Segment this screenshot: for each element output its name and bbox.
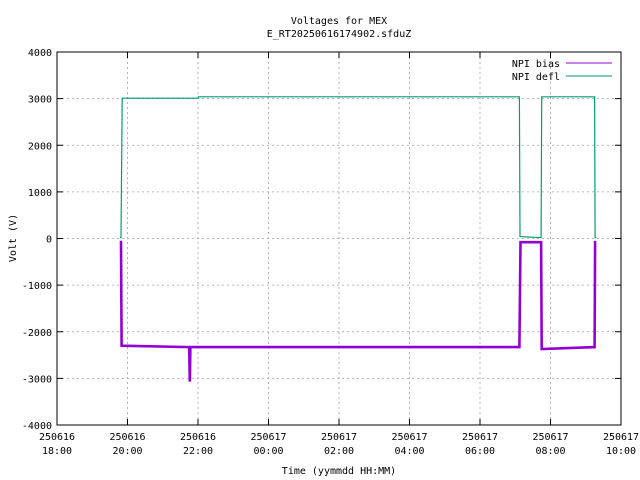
y-tick-label: -4000 xyxy=(22,421,52,432)
y-tick-label: -3000 xyxy=(22,374,52,385)
y-tick-label: 3000 xyxy=(28,95,52,106)
y-tick-label: 0 xyxy=(46,235,52,246)
y-tick-label: -2000 xyxy=(22,328,52,339)
series-line-npi-bias xyxy=(119,240,597,382)
series-lines xyxy=(119,96,597,382)
legend-label-npi-bias: NPI bias xyxy=(512,59,560,70)
x-axis-label: Time (yymmdd HH:MM) xyxy=(282,466,396,477)
legend: NPI bias NPI defl xyxy=(512,59,612,83)
y-axis-label: Volt (V) xyxy=(8,214,19,262)
x-tick-label-time: 22:00 xyxy=(183,446,213,457)
chart-subtitle: E_RT20250616174902.sfduZ xyxy=(267,29,412,40)
x-tick-label-time: 06:00 xyxy=(465,446,495,457)
chart-title: Voltages for MEX xyxy=(291,16,387,27)
y-tick-label: 1000 xyxy=(28,188,52,199)
x-tick-label-date: 250617 xyxy=(321,432,357,443)
x-tick-label-time: 04:00 xyxy=(394,446,424,457)
series-line-npi-defl xyxy=(119,96,597,239)
x-tick-label-date: 250617 xyxy=(391,432,427,443)
legend-label-npi-defl: NPI defl xyxy=(512,72,560,83)
x-tick-label-time: 02:00 xyxy=(324,446,354,457)
x-tick-label-date: 250617 xyxy=(603,432,639,443)
grid xyxy=(57,52,621,425)
x-tick-label-time: 20:00 xyxy=(112,446,142,457)
x-tick-label-time: 08:00 xyxy=(535,446,565,457)
x-tick-label-date: 250617 xyxy=(250,432,286,443)
x-axis-ticks: 250616 18:00 250616 20:00 250616 22:00 250617 0… xyxy=(39,52,639,457)
x-tick-label-time: 10:00 xyxy=(606,446,636,457)
y-tick-label: -1000 xyxy=(22,281,52,292)
x-tick-label-time: 18:00 xyxy=(42,446,72,457)
x-tick-label-date: 250617 xyxy=(532,432,568,443)
x-tick-label-date: 250616 xyxy=(39,432,75,443)
plot-border xyxy=(56,51,622,426)
y-axis-ticks: -4000 -3000 -2000 -1000 0 1000 2000 3000 4000 xyxy=(22,48,621,432)
x-tick-label-date: 250617 xyxy=(462,432,498,443)
x-tick-label-date: 250616 xyxy=(109,432,145,443)
y-tick-label: 2000 xyxy=(28,141,52,152)
x-tick-label-time: 00:00 xyxy=(253,446,283,457)
y-tick-label: 4000 xyxy=(28,48,52,59)
x-tick-label-date: 250616 xyxy=(180,432,216,443)
